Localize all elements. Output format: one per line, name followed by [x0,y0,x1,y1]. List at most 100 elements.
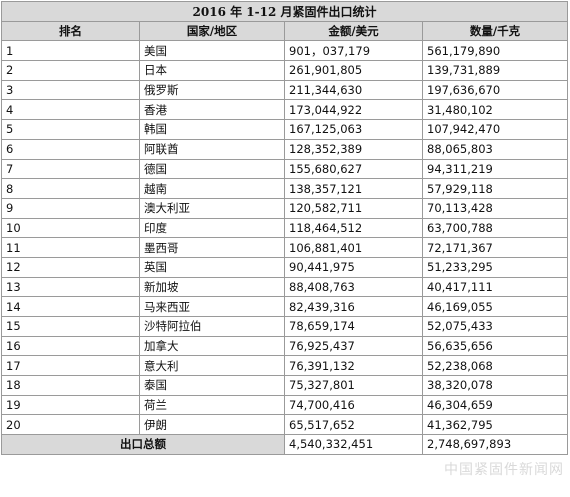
table-row: 5 韩国 167,125,063 107,942,470 [1,119,569,140]
country-cell: 澳大利亚 [139,197,285,219]
amount-cell: 261,901,805 [284,60,423,81]
quantity-cell: 56,635,656 [421,335,569,357]
quantity-cell: 94,311,219 [421,158,569,180]
amount-cell: 106,881,401 [284,237,423,258]
rank-cell: 19 [1,394,140,416]
rank-cell: 8 [1,178,140,199]
table-row: 7 德国 155,680,627 94,311,219 [1,158,569,180]
rank-cell: 11 [1,237,140,258]
amount-cell: 211,344,630 [284,79,423,101]
table-row: 9 澳大利亚 120,582,711 70,113,428 [1,197,569,219]
country-cell: 越南 [139,178,285,199]
country-cell: 新加坡 [139,276,285,298]
rank-cell: 1 [1,40,140,62]
country-cell: 马来西亚 [139,296,285,317]
country-cell: 德国 [139,158,285,180]
table-row: 20 伊朗 65,517,652 41,362,795 [1,414,569,436]
country-cell: 英国 [139,256,285,278]
table-row: 11 墨西哥 106,881,401 72,171,367 [1,237,569,258]
table-row: 14 马来西亚 82,439,316 46,169,055 [1,296,569,317]
quantity-cell: 107,942,470 [421,119,569,140]
quantity-cell: 70,113,428 [421,197,569,219]
rank-cell: 20 [1,414,140,436]
total-row: 出口总额 4,540,332,451 2,748,697,893 [1,434,569,455]
table-row: 15 沙特阿拉伯 78,659,174 52,075,433 [1,316,569,337]
quantity-cell: 52,075,433 [421,316,569,337]
quantity-cell: 52,238,068 [421,355,569,377]
table-row: 10 印度 118,464,512 63,700,788 [1,217,569,239]
rank-cell: 3 [1,79,140,101]
rank-cell: 7 [1,158,140,180]
country-cell: 伊朗 [139,414,285,436]
rank-cell: 18 [1,375,140,396]
amount-cell: 82,439,316 [284,296,423,317]
quantity-cell: 38,320,078 [421,375,569,396]
amount-cell: 901，037,179 [284,40,423,62]
amount-cell: 76,391,132 [284,355,423,377]
amount-cell: 90,441,975 [284,256,423,278]
table-row: 13 新加坡 88,408,763 40,417,111 [1,276,569,298]
rank-cell: 12 [1,256,140,278]
header-country: 国家/地区 [139,20,285,42]
country-cell: 日本 [139,60,285,81]
quantity-cell: 72,171,367 [421,237,569,258]
header-quantity: 数量/千克 [421,20,569,42]
rank-cell: 6 [1,138,140,160]
rank-cell: 2 [1,60,140,81]
header-row: 排名 国家/地区 金额/美元 数量/千克 [1,20,569,42]
amount-cell: 75,327,801 [284,375,423,396]
header-rank: 排名 [1,20,140,42]
quantity-cell: 40,417,111 [421,276,569,298]
table-row: 8 越南 138,357,121 57,929,118 [1,178,569,199]
country-cell: 香港 [139,99,285,121]
country-cell: 俄罗斯 [139,79,285,101]
country-cell: 阿联酋 [139,138,285,160]
country-cell: 韩国 [139,119,285,140]
amount-cell: 155,680,627 [284,158,423,180]
country-cell: 墨西哥 [139,237,285,258]
table-row: 1 美国 901，037,179 561,179,890 [1,40,569,62]
amount-cell: 167,125,063 [284,119,423,140]
amount-cell: 120,582,711 [284,197,423,219]
rank-cell: 17 [1,355,140,377]
quantity-cell: 88,065,803 [421,138,569,160]
table-row: 6 阿联酋 128,352,389 88,065,803 [1,138,569,160]
total-label: 出口总额 [1,434,285,455]
country-cell: 意大利 [139,355,285,377]
quantity-cell: 46,169,055 [421,296,569,317]
quantity-cell: 57,929,118 [421,178,569,199]
amount-cell: 128,352,389 [284,138,423,160]
rank-cell: 14 [1,296,140,317]
amount-cell: 65,517,652 [284,414,423,436]
country-cell: 美国 [139,40,285,62]
quantity-cell: 561,179,890 [421,40,569,62]
rank-cell: 15 [1,316,140,337]
watermark: 中国紧固件新闻网 [444,462,564,478]
title-row: 2016 年 1-12 月紧固件出口统计 [0,1,569,22]
table-title: 2016 年 1-12 月紧固件出口统计 [0,1,569,22]
amount-cell: 173,044,922 [284,99,423,121]
amount-cell: 74,700,416 [284,394,423,416]
table-row: 4 香港 173,044,922 31,480,102 [1,99,569,121]
table-row: 3 俄罗斯 211,344,630 197,636,670 [1,79,569,101]
total-quantity: 2,748,697,893 [421,434,569,455]
amount-cell: 78,659,174 [284,316,423,337]
country-cell: 泰国 [139,375,285,396]
export-stats-table: 2016 年 1-12 月紧固件出口统计 排名 国家/地区 金额/美元 数量/千… [0,1,569,455]
quantity-cell: 41,362,795 [421,414,569,436]
country-cell: 荷兰 [139,394,285,416]
total-amount: 4,540,332,451 [284,434,423,455]
quantity-cell: 51,233,295 [421,256,569,278]
table-row: 2 日本 261,901,805 139,731,889 [1,60,569,81]
rank-cell: 13 [1,276,140,298]
table-row: 19 荷兰 74,700,416 46,304,659 [1,394,569,416]
amount-cell: 88,408,763 [284,276,423,298]
quantity-cell: 31,480,102 [421,99,569,121]
rank-cell: 5 [1,119,140,140]
quantity-cell: 63,700,788 [421,217,569,239]
country-cell: 印度 [139,217,285,239]
amount-cell: 138,357,121 [284,178,423,199]
country-cell: 加拿大 [139,335,285,357]
rank-cell: 4 [1,99,140,121]
amount-cell: 118,464,512 [284,217,423,239]
